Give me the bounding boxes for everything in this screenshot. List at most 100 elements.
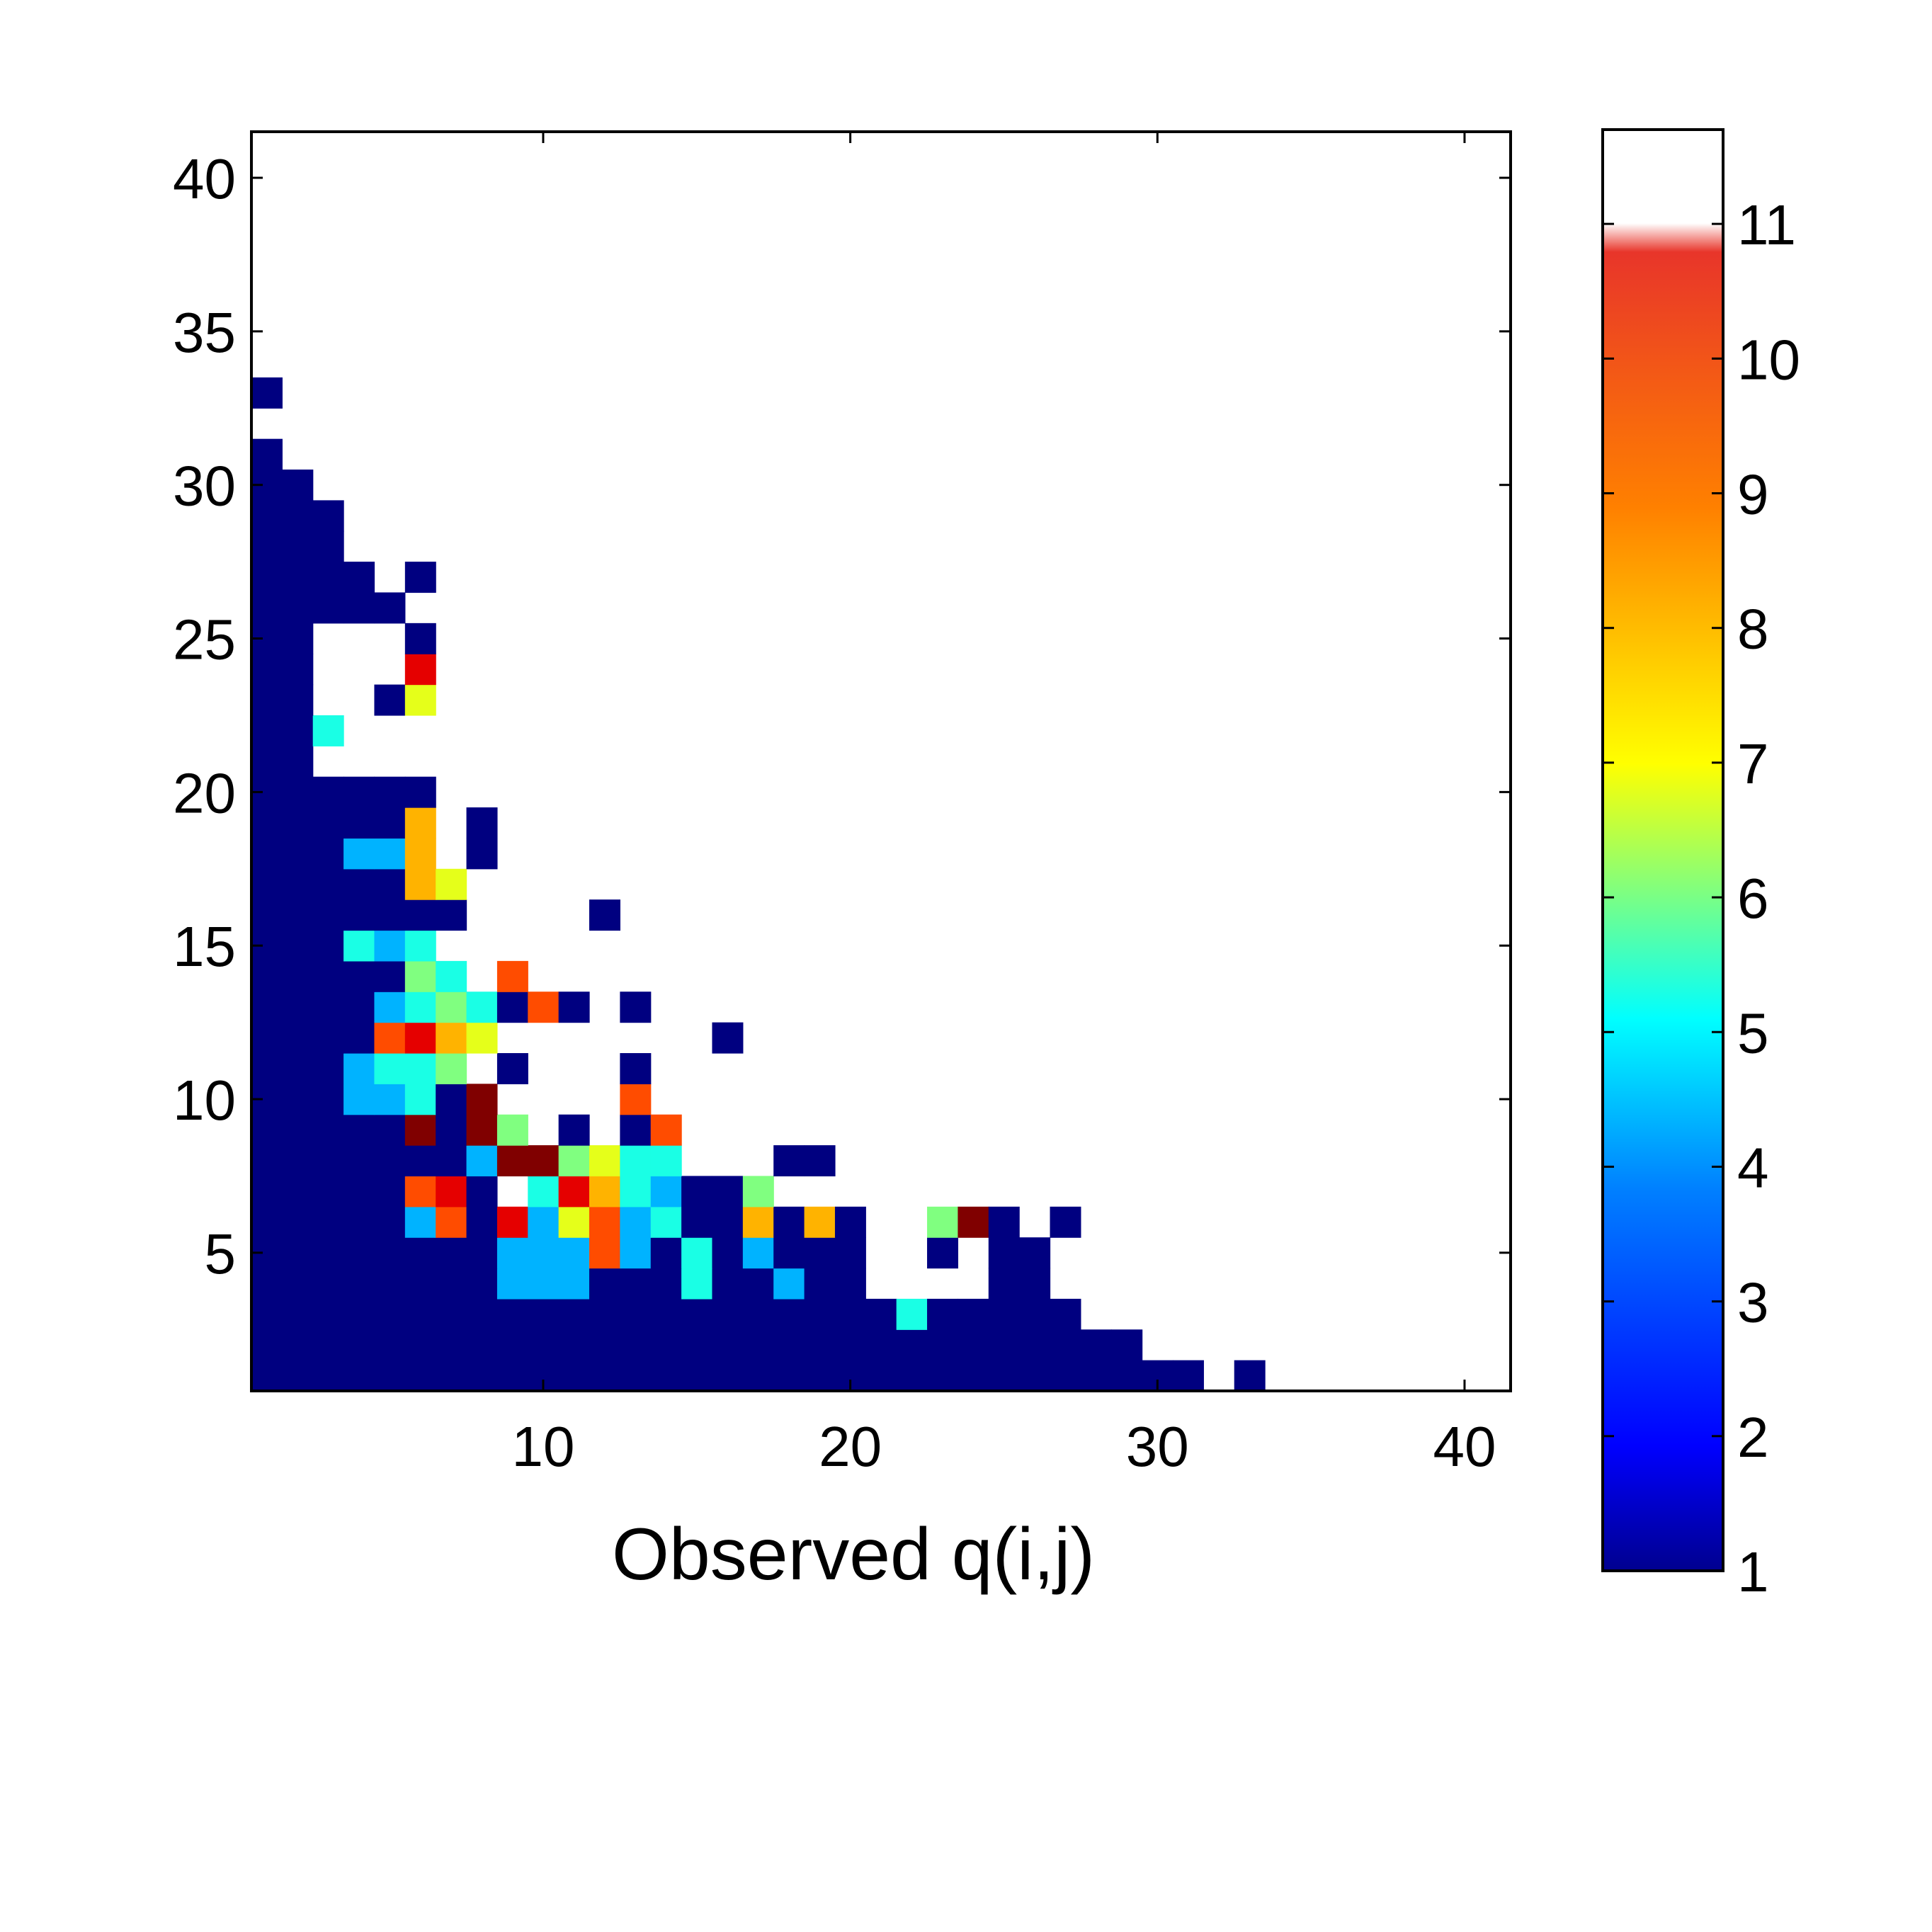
heatmap-cell bbox=[374, 807, 406, 839]
heatmap-cell bbox=[620, 1145, 652, 1177]
heatmap-cell bbox=[251, 1114, 283, 1146]
heatmap-cell bbox=[251, 1206, 283, 1238]
heatmap-cell bbox=[927, 1360, 959, 1392]
heatmap-cell bbox=[282, 715, 314, 746]
x-tick-label: 30 bbox=[1126, 1415, 1189, 1478]
heatmap-cell bbox=[312, 530, 344, 562]
heatmap-cell bbox=[681, 1298, 713, 1330]
heatmap-cell bbox=[773, 1329, 805, 1361]
heatmap-cell bbox=[374, 899, 406, 931]
heatmap-cell bbox=[681, 1268, 713, 1300]
heatmap-cell bbox=[374, 1329, 406, 1361]
y-tick-label: 35 bbox=[173, 301, 236, 364]
heatmap-cell bbox=[436, 1298, 467, 1330]
heatmap-cell bbox=[404, 1022, 436, 1054]
heatmap-cell bbox=[528, 1176, 559, 1208]
heatmap-cell bbox=[865, 1329, 897, 1361]
heatmap-cell bbox=[558, 1176, 590, 1208]
heatmap-cell bbox=[1050, 1298, 1081, 1330]
heatmap-cell bbox=[404, 1237, 436, 1269]
heatmap-cell bbox=[312, 776, 344, 808]
heatmap-cell bbox=[404, 1268, 436, 1300]
heatmap-cell bbox=[343, 1360, 375, 1392]
plot-frame bbox=[250, 130, 1512, 1392]
heatmap-cell bbox=[282, 592, 314, 624]
heatmap-cell bbox=[374, 1360, 406, 1392]
heatmap-cell bbox=[589, 1176, 620, 1208]
heatmap-cell bbox=[466, 1145, 498, 1177]
heatmap-cell bbox=[773, 1268, 805, 1300]
heatmap-cell bbox=[804, 1145, 836, 1177]
heatmap-cell bbox=[251, 1329, 283, 1361]
heatmap-cell bbox=[466, 1237, 498, 1269]
heatmap-cell bbox=[312, 1114, 344, 1146]
heatmap-cell bbox=[650, 1176, 682, 1208]
heatmap-cell bbox=[404, 899, 436, 931]
heatmap-cell bbox=[865, 1298, 897, 1330]
heatmap-cell bbox=[343, 1022, 375, 1054]
heatmap-cell bbox=[650, 1237, 682, 1269]
heatmap-cell bbox=[282, 838, 314, 870]
heatmap-cell bbox=[282, 562, 314, 593]
heatmap-cell bbox=[343, 868, 375, 900]
heatmap-cell bbox=[436, 1329, 467, 1361]
heatmap-cell bbox=[374, 1176, 406, 1208]
heatmap-cell bbox=[312, 991, 344, 1023]
heatmap-cell bbox=[558, 991, 590, 1023]
heatmap-cell bbox=[282, 868, 314, 900]
heatmap-cell bbox=[251, 377, 283, 409]
heatmap-cell bbox=[558, 1114, 590, 1146]
y-tick-label: 10 bbox=[173, 1069, 236, 1132]
heatmap-cell bbox=[496, 960, 528, 992]
heatmap-cell bbox=[681, 1206, 713, 1238]
heatmap-cell bbox=[343, 562, 375, 593]
heatmap-cell bbox=[251, 991, 283, 1023]
heatmap-cell bbox=[496, 1298, 528, 1330]
heatmap-cell bbox=[343, 1084, 375, 1115]
heatmap-cell bbox=[1050, 1206, 1081, 1238]
heatmap-cell bbox=[896, 1298, 928, 1330]
heatmap-cell bbox=[343, 1114, 375, 1146]
heatmap-cell bbox=[282, 1145, 314, 1177]
colorbar-tick-label: 2 bbox=[1737, 1406, 1769, 1469]
heatmap-cell bbox=[312, 807, 344, 839]
heatmap-cell bbox=[958, 1329, 989, 1361]
heatmap-cell bbox=[496, 1206, 528, 1238]
heatmap-cell bbox=[312, 899, 344, 931]
heatmap-cell bbox=[251, 530, 283, 562]
heatmap-cell bbox=[742, 1298, 774, 1330]
y-tick-label: 20 bbox=[173, 761, 236, 824]
heatmap-cell bbox=[896, 1360, 928, 1392]
heatmap-cell bbox=[528, 1268, 559, 1300]
heatmap-cell bbox=[681, 1176, 713, 1208]
heatmap-cell bbox=[589, 1268, 620, 1300]
heatmap-cell bbox=[804, 1360, 836, 1392]
heatmap-cell bbox=[927, 1237, 959, 1269]
heatmap-cell bbox=[742, 1176, 774, 1208]
heatmap-cell bbox=[312, 592, 344, 624]
heatmap-cell bbox=[466, 1176, 498, 1208]
heatmap-cell bbox=[712, 1268, 744, 1300]
heatmap-cell bbox=[374, 991, 406, 1023]
heatmap-cell bbox=[282, 776, 314, 808]
heatmap-cell bbox=[620, 1329, 652, 1361]
heatmap-cell bbox=[251, 684, 283, 716]
heatmap-cell bbox=[988, 1329, 1020, 1361]
heatmap-cell bbox=[466, 991, 498, 1023]
colorbar-gradient bbox=[1603, 130, 1723, 1571]
heatmap-cell bbox=[742, 1360, 774, 1392]
heatmap-cell bbox=[804, 1237, 836, 1269]
heatmap-cell bbox=[312, 1176, 344, 1208]
heatmap-cell bbox=[374, 960, 406, 992]
heatmap-cell bbox=[404, 1052, 436, 1084]
heatmap-cell bbox=[1111, 1329, 1143, 1361]
heatmap-cell bbox=[650, 1114, 682, 1146]
heatmap-cell bbox=[343, 1298, 375, 1330]
heatmap-cell bbox=[528, 1298, 559, 1330]
heatmap-cell bbox=[528, 1329, 559, 1361]
heatmap-cell bbox=[343, 1176, 375, 1208]
heatmap-cell bbox=[343, 960, 375, 992]
heatmap-cell bbox=[834, 1237, 866, 1269]
heatmap-cell bbox=[343, 899, 375, 931]
